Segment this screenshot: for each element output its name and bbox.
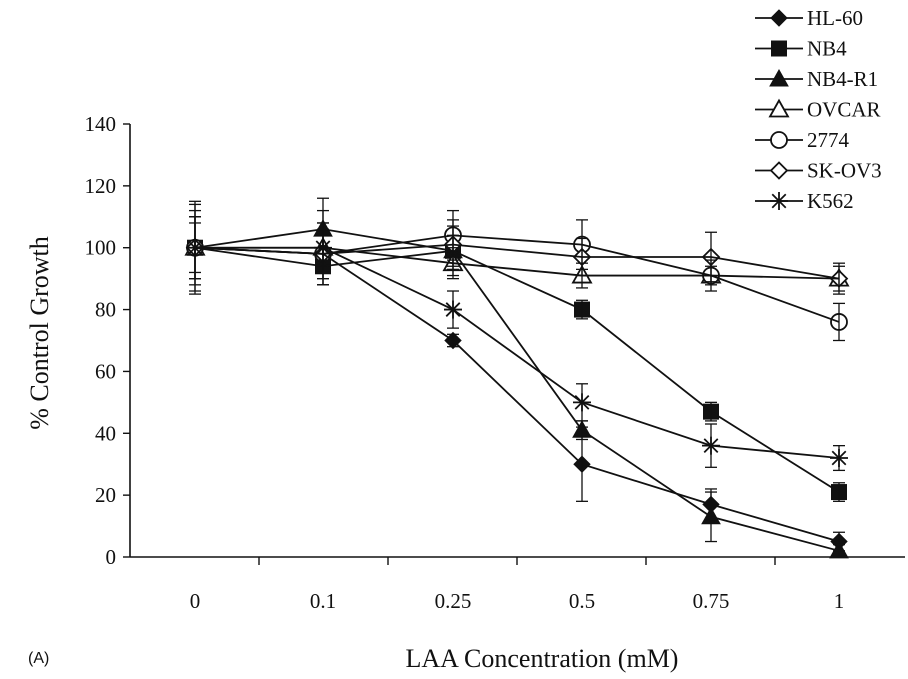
series-line: [195, 246, 840, 459]
legend-marker: [770, 131, 788, 149]
x-tick-label: 0.1: [310, 589, 336, 613]
legend-marker: [770, 192, 788, 210]
legend-label: NB4: [807, 37, 847, 61]
legend-label: 2774: [807, 128, 850, 152]
y-tick-label: 100: [85, 236, 117, 260]
legend-marker: [769, 68, 789, 87]
series-line: [194, 246, 840, 543]
star-stroke: [771, 193, 787, 209]
x-tick-label: 1: [834, 589, 845, 613]
panel-label: (A): [28, 650, 49, 667]
y-tick-label: 40: [95, 421, 116, 445]
legend-label: K562: [807, 189, 854, 213]
axes: 0 20 40 60 80 100 120 140 0 0.1 0.25 0.5 0.75 1: [85, 112, 905, 613]
y-tick-label: 80: [95, 298, 116, 322]
legend-item-k562: K562: [755, 189, 854, 213]
series-nb4: [189, 216, 845, 502]
legend-label: SK-OV3: [807, 159, 882, 183]
legend-marker: [771, 40, 787, 57]
y-axis-title: % Control Growth: [25, 236, 54, 430]
legend-marker: [769, 161, 789, 180]
y-tick-label: 20: [95, 483, 116, 507]
series-line: [194, 228, 840, 552]
legend-marker: [768, 98, 790, 118]
series-line: [194, 246, 840, 493]
series-line: [194, 243, 840, 280]
y-tick-label: 60: [95, 359, 116, 383]
y-tick-label: 140: [85, 112, 117, 136]
x-tick-label: 0.25: [435, 589, 472, 613]
series-sk-ov3: [189, 216, 845, 295]
legend-item-2774: 2774: [755, 128, 850, 152]
legend-item-hl-60: HL-60: [755, 6, 863, 30]
legend-item-sk-ov3: SK-OV3: [755, 159, 882, 183]
x-tick-label: 0.5: [569, 589, 595, 613]
legend-marker: [770, 9, 788, 27]
y-tick-label: 120: [85, 174, 117, 198]
legend: HL-60 NB4 NB4-R1 OVCAR 2774 SK-OV3 K562: [755, 6, 882, 213]
x-tick-label: 0.75: [693, 589, 730, 613]
x-tick-label: 0: [190, 589, 201, 613]
legend-label: OVCAR: [807, 98, 881, 122]
legend-item-nb4: NB4: [755, 37, 847, 61]
plot-area: [184, 197, 850, 559]
series-k562: [189, 200, 845, 472]
legend-label: HL-60: [807, 6, 863, 30]
legend-label: NB4-R1: [807, 67, 878, 91]
x-axis-title: LAA Concentration (mM): [406, 644, 679, 673]
markers-layer: [184, 219, 850, 559]
legend-item-nb4-r1: NB4-R1: [755, 67, 878, 91]
legend-item-ovcar: OVCAR: [755, 98, 881, 122]
y-tick-label: 0: [106, 545, 117, 569]
